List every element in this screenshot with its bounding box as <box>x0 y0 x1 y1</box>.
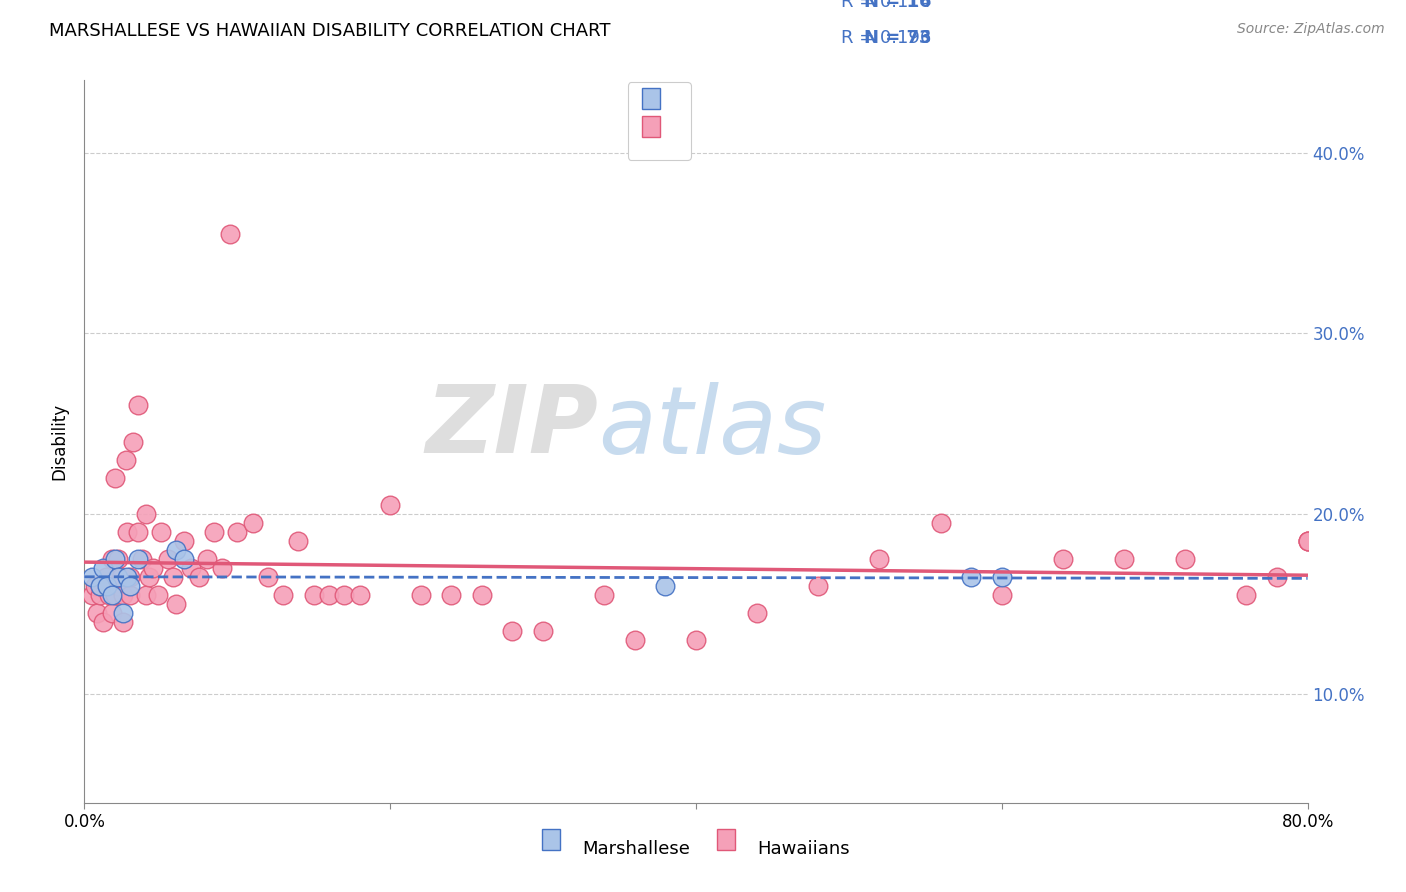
Point <box>349 588 371 602</box>
Point <box>115 524 138 539</box>
Point <box>1052 552 1074 566</box>
Point <box>84 579 107 593</box>
Point <box>115 570 138 584</box>
Point <box>89 579 111 593</box>
Point <box>188 570 211 584</box>
Point <box>96 579 118 593</box>
Point <box>1236 588 1258 602</box>
Point <box>502 624 524 639</box>
Point <box>409 588 432 602</box>
Point <box>1265 570 1288 584</box>
Point <box>86 606 108 620</box>
Point <box>80 588 103 602</box>
Text: ZIP: ZIP <box>425 381 598 473</box>
Point <box>138 570 160 584</box>
Point <box>218 227 240 241</box>
Point <box>104 471 127 485</box>
Point <box>173 533 195 548</box>
Point <box>104 588 127 602</box>
Point <box>120 588 142 602</box>
Point <box>195 552 218 566</box>
Point <box>333 588 356 602</box>
Point <box>302 588 325 602</box>
Text: MARSHALLESE VS HAWAIIAN DISABILITY CORRELATION CHART: MARSHALLESE VS HAWAIIAN DISABILITY CORRE… <box>49 22 610 40</box>
Point <box>1174 552 1197 566</box>
Point <box>135 588 157 602</box>
Y-axis label: Disability: Disability <box>51 403 69 480</box>
Point <box>211 561 233 575</box>
Point <box>111 588 134 602</box>
Point <box>869 552 891 566</box>
Point <box>531 624 554 639</box>
Point <box>91 615 114 630</box>
Legend: Marshallese, Hawaiians: Marshallese, Hawaiians <box>536 830 856 866</box>
Point <box>91 561 114 575</box>
Point <box>120 579 142 593</box>
Point <box>101 552 124 566</box>
Point <box>929 516 952 530</box>
Point <box>89 588 111 602</box>
Point <box>318 588 340 602</box>
Text: R = 0.196: R = 0.196 <box>841 29 931 47</box>
Point <box>287 533 309 548</box>
Point <box>80 570 103 584</box>
Point <box>111 606 134 620</box>
Point <box>202 524 225 539</box>
Point <box>471 588 494 602</box>
Point <box>107 552 129 566</box>
Point <box>101 588 124 602</box>
Text: Source: ZipAtlas.com: Source: ZipAtlas.com <box>1237 22 1385 37</box>
Point <box>991 570 1014 584</box>
Point <box>1296 533 1319 548</box>
Point <box>685 633 707 648</box>
Point <box>180 561 202 575</box>
Point <box>96 579 118 593</box>
Point <box>807 579 830 593</box>
Point <box>94 570 117 584</box>
Point <box>157 552 180 566</box>
Point <box>89 579 111 593</box>
Point <box>107 579 129 593</box>
Point <box>165 597 187 611</box>
Point <box>747 606 769 620</box>
Point <box>114 452 136 467</box>
Point <box>165 542 187 557</box>
Point <box>120 570 142 584</box>
Point <box>173 552 195 566</box>
Point <box>101 606 124 620</box>
Point <box>654 579 676 593</box>
Point <box>1296 533 1319 548</box>
Point <box>257 570 280 584</box>
Point <box>1114 552 1136 566</box>
Point <box>127 552 149 566</box>
Point <box>960 570 983 584</box>
Point <box>624 633 647 648</box>
Point <box>226 524 249 539</box>
Point <box>1296 533 1319 548</box>
Point <box>271 588 294 602</box>
Text: atlas: atlas <box>598 382 827 473</box>
Point <box>440 588 463 602</box>
Point <box>111 615 134 630</box>
Point <box>107 570 129 584</box>
Point <box>135 507 157 521</box>
Text: N = 16: N = 16 <box>863 0 931 12</box>
Text: R = 0.114: R = 0.114 <box>841 0 931 12</box>
Point <box>104 552 127 566</box>
Point <box>991 588 1014 602</box>
Point <box>122 434 145 449</box>
Point <box>162 570 184 584</box>
Point <box>97 588 120 602</box>
Point <box>127 524 149 539</box>
Point <box>131 552 153 566</box>
Point <box>242 516 264 530</box>
Point <box>110 570 132 584</box>
Point <box>127 398 149 412</box>
Point <box>380 498 402 512</box>
Point <box>142 561 165 575</box>
Text: N = 73: N = 73 <box>863 29 931 47</box>
Point <box>149 524 172 539</box>
Point <box>593 588 616 602</box>
Point <box>146 588 169 602</box>
